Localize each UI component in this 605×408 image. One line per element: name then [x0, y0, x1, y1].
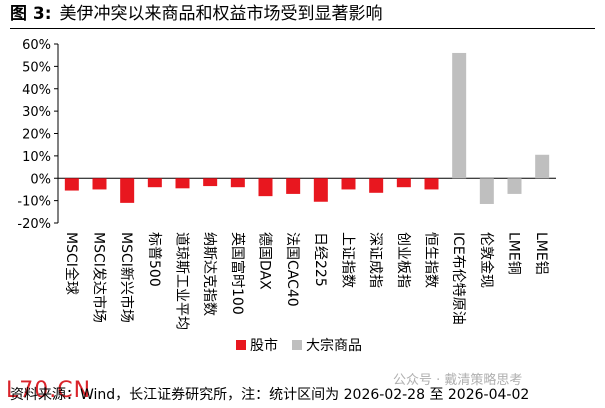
category-label: MSCI全球	[63, 232, 80, 295]
footer: L70.CN 资料来源：Wind，长江证券研究所，注：统计区间为 2026-02…	[0, 373, 605, 408]
category-label: 深证成指	[367, 232, 383, 288]
bar	[313, 178, 328, 202]
bar	[341, 178, 356, 190]
legend: 股市 大宗商品	[236, 335, 376, 355]
bar	[424, 178, 439, 190]
y-tick-label: 10%	[22, 150, 51, 165]
bar	[147, 178, 162, 188]
category-label: 恒生指数	[423, 232, 439, 288]
category-label: 德国DAX	[257, 232, 273, 290]
y-tick-label: 0%	[30, 172, 51, 187]
chart-title: 美伊冲突以来商品和权益市场受到显著影响	[59, 4, 383, 24]
category-label: 标普500	[146, 232, 162, 287]
bar	[535, 154, 550, 179]
category-label: MSCI新兴市场	[118, 232, 135, 323]
bar	[203, 178, 218, 187]
category-label: 法国CAC40	[284, 232, 300, 307]
category-label: 伦敦金现	[478, 232, 494, 288]
category-label: 日经225	[312, 232, 328, 287]
bar	[64, 178, 79, 191]
y-tick-label: 50%	[22, 60, 51, 75]
bar-chart: -20% -10% 0% 10% 20% 30% 40% 50% 60% MSCI全球 MSCI发…	[17, 38, 556, 330]
chart-title-bar: 图 3: 美伊冲突以来商品和权益市场受到显著影响	[10, 3, 595, 29]
y-tick-label: 20%	[22, 128, 51, 143]
y-tick-label: 40%	[22, 83, 51, 98]
category-label: 英国富时100	[229, 232, 246, 315]
y-tick-label: -10%	[17, 195, 51, 210]
bar	[286, 178, 301, 194]
legend-item: 大宗商品	[292, 335, 362, 355]
source-note: 资料来源：Wind，长江证券研究所，注：统计区间为 2026-02-28 至 2…	[10, 387, 530, 403]
category-label: 创业板指	[395, 232, 411, 288]
bar	[258, 178, 273, 197]
watermark-logo: L70.CN	[6, 378, 92, 403]
y-axis: -20% -10% 0% 10% 20% 30% 40% 50% 60%	[17, 38, 556, 232]
legend-label: 股市	[250, 338, 278, 354]
bar	[175, 178, 190, 189]
category-label: ICE布伦特原油	[450, 232, 466, 325]
category-label: MSCI发达市场	[91, 232, 108, 323]
category-labels: MSCI全球 MSCI发达市场 MSCI新兴市场 标普500 道琼斯工业平均 纳斯达克指数…	[63, 232, 549, 330]
figure-label: 图 3:	[10, 4, 52, 24]
bar	[369, 178, 384, 193]
legend-item: 股市	[236, 335, 278, 355]
y-tick-label: -20%	[17, 217, 51, 232]
bar	[452, 52, 467, 179]
category-label: LME铝	[533, 232, 549, 275]
legend-swatch	[236, 340, 246, 350]
bar	[479, 178, 494, 204]
category-label: 上证指数	[340, 232, 356, 288]
bar	[92, 178, 107, 190]
bar	[507, 178, 522, 194]
bars	[64, 52, 550, 204]
category-label: 道琼斯工业平均	[174, 232, 190, 330]
bar	[230, 178, 245, 188]
bar	[120, 178, 135, 203]
legend-swatch	[292, 340, 302, 350]
y-tick-label: 60%	[22, 38, 51, 53]
category-label: LME铜	[506, 232, 522, 275]
legend-label: 大宗商品	[306, 338, 362, 354]
bar	[396, 178, 411, 188]
watermark-text: 公众号 · 戴清策略思考	[393, 373, 523, 388]
y-tick-label: 30%	[22, 105, 51, 120]
category-label: 纳斯达克指数	[201, 232, 217, 316]
